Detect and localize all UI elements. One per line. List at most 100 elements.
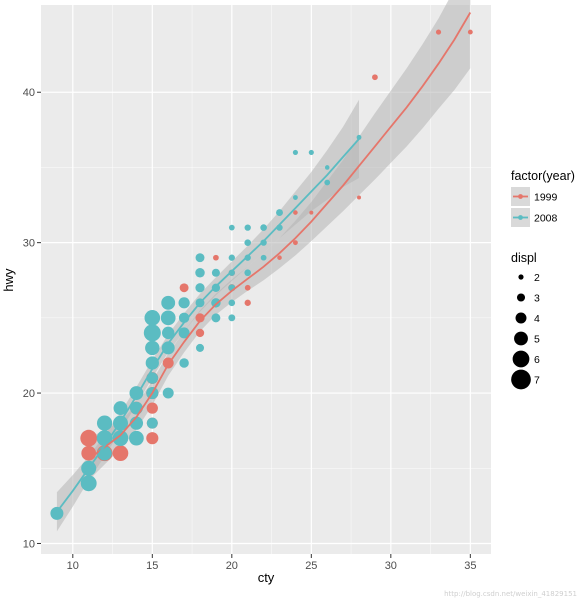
data-point-2008 bbox=[161, 341, 175, 355]
data-point-2008 bbox=[178, 297, 190, 309]
data-point-2008 bbox=[324, 179, 331, 186]
data-point-2008 bbox=[160, 310, 176, 326]
size-legend-title: displ bbox=[511, 251, 537, 265]
x-tick-label: 10 bbox=[67, 560, 79, 572]
data-point-2008 bbox=[211, 313, 221, 323]
data-point-2008 bbox=[276, 209, 283, 217]
data-point-2008 bbox=[162, 387, 174, 399]
smooth-line-2008 bbox=[56, 138, 360, 513]
size-legend-label-4: 4 bbox=[534, 313, 540, 325]
data-point-2008 bbox=[195, 267, 205, 278]
legend-key-point-1999 bbox=[518, 194, 523, 199]
confidence-bands bbox=[56, 0, 471, 532]
data-point-2008 bbox=[195, 283, 205, 293]
data-point-2008 bbox=[228, 314, 236, 322]
size-legend-key-5 bbox=[514, 331, 528, 346]
data-point-2008 bbox=[161, 295, 176, 310]
data-point-2008 bbox=[228, 224, 235, 231]
legend-label-2008: 2008 bbox=[534, 213, 558, 225]
data-point-2008 bbox=[260, 239, 267, 246]
size-legend-label-2: 2 bbox=[534, 272, 540, 284]
x-tick-label: 30 bbox=[385, 560, 397, 572]
data-point-2008 bbox=[228, 299, 236, 307]
size-legend-key-7 bbox=[511, 369, 531, 390]
data-point-2008 bbox=[195, 343, 205, 352]
data-point-2008 bbox=[292, 195, 298, 200]
data-point-2008 bbox=[96, 415, 113, 431]
data-point-2008 bbox=[308, 149, 314, 155]
data-point-2008 bbox=[195, 253, 205, 263]
data-point-2008 bbox=[244, 269, 252, 277]
data-point-2008 bbox=[144, 310, 161, 326]
size-legend-label-5: 5 bbox=[534, 334, 540, 346]
size-legend-label-6: 6 bbox=[534, 354, 540, 366]
data-point-1999 bbox=[435, 29, 442, 35]
data-point-2008 bbox=[80, 475, 97, 492]
data-point-1999 bbox=[213, 254, 219, 261]
size-legend-key-4 bbox=[515, 312, 527, 324]
data-point-2008 bbox=[145, 356, 159, 370]
data-point-1999 bbox=[146, 432, 159, 445]
data-point-1999 bbox=[372, 74, 378, 81]
y-tick-label: 20 bbox=[23, 388, 35, 400]
data-point-2008 bbox=[50, 506, 64, 520]
data-point-1999 bbox=[244, 284, 251, 291]
data-point-2008 bbox=[146, 372, 159, 384]
smooth-lines bbox=[56, 12, 472, 513]
size-legend-key-2 bbox=[518, 274, 524, 280]
confidence-band-1999 bbox=[88, 0, 471, 481]
data-point-2008 bbox=[129, 430, 144, 446]
data-point-2008 bbox=[146, 417, 158, 429]
legend-key-point-2008 bbox=[518, 215, 523, 220]
size-legend: displ 2 3 4 5 6 7 bbox=[511, 251, 540, 390]
color-legend: factor(year) 1999 2008 bbox=[511, 169, 575, 227]
y-tick-label: 10 bbox=[23, 538, 35, 550]
data-point-2008 bbox=[244, 224, 251, 231]
data-point-1999 bbox=[112, 445, 129, 462]
data-point-2008 bbox=[228, 254, 235, 261]
data-point-2008 bbox=[211, 283, 221, 292]
axes: 10 15 20 25 30 35 10 20 30 40 bbox=[23, 87, 477, 572]
size-legend-label-3: 3 bbox=[534, 293, 540, 305]
data-point-2008 bbox=[292, 149, 298, 155]
data-point-1999 bbox=[179, 283, 189, 293]
data-point-1999 bbox=[309, 210, 314, 215]
legend-label-1999: 1999 bbox=[534, 192, 558, 204]
data-point-2008 bbox=[211, 268, 220, 277]
data-point-1999 bbox=[146, 402, 158, 414]
size-legend-key-6 bbox=[512, 350, 530, 368]
data-point-2008 bbox=[244, 239, 252, 246]
y-axis-title: hwy bbox=[1, 268, 16, 292]
color-legend-title: factor(year) bbox=[511, 169, 575, 183]
data-point-2008 bbox=[178, 327, 190, 339]
x-axis-title: cty bbox=[258, 570, 275, 585]
smooth-line-1999 bbox=[88, 12, 472, 460]
data-point-1999 bbox=[293, 210, 298, 215]
data-point-2008 bbox=[143, 324, 161, 342]
size-legend-key-3 bbox=[516, 293, 526, 302]
data-point-1999 bbox=[195, 313, 205, 323]
data-point-1999 bbox=[80, 429, 98, 447]
data-point-1999 bbox=[357, 195, 362, 200]
data-point-1999 bbox=[467, 29, 473, 35]
data-point-2008 bbox=[324, 165, 330, 170]
data-point-1999 bbox=[244, 299, 251, 306]
y-tick-label: 30 bbox=[23, 238, 35, 250]
data-point-2008 bbox=[228, 269, 235, 276]
data-point-1999 bbox=[195, 328, 205, 338]
data-point-1999 bbox=[292, 240, 298, 246]
data-point-2008 bbox=[161, 326, 175, 340]
x-tick-label: 25 bbox=[305, 560, 317, 572]
data-point-2008 bbox=[260, 224, 267, 231]
data-point-2008 bbox=[260, 254, 267, 261]
data-point-2008 bbox=[112, 430, 129, 446]
data-point-2008 bbox=[244, 254, 251, 261]
data-point-1999 bbox=[277, 255, 282, 260]
data-point-2008 bbox=[145, 340, 160, 356]
data-point-2008 bbox=[356, 134, 362, 140]
size-legend-label-7: 7 bbox=[534, 375, 540, 387]
data-point-2008 bbox=[113, 401, 128, 416]
x-tick-label: 15 bbox=[146, 560, 158, 572]
data-point-2008 bbox=[96, 430, 113, 447]
